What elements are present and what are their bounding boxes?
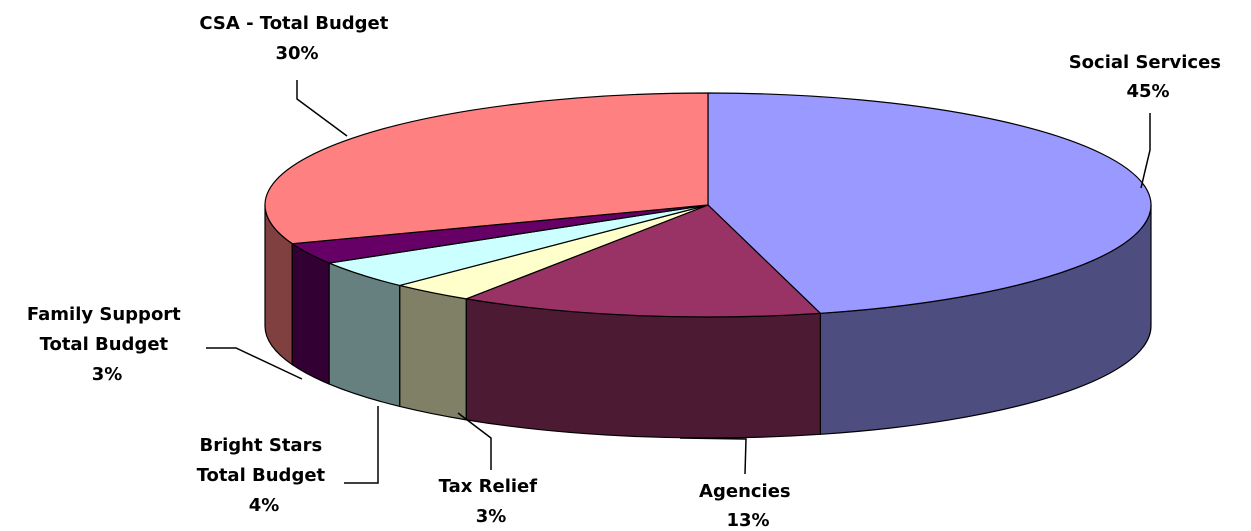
- label-csa: CSA - Total Budget 30%: [199, 13, 394, 64]
- leader-bright-stars: [344, 406, 379, 484]
- side-wall-agencies: [465, 298, 821, 439]
- pie-top-faces: [264, 92, 1152, 318]
- leader-lines: [206, 80, 1151, 484]
- slice-agencies: [465, 204, 821, 318]
- label-agencies: Agencies 13%: [699, 481, 797, 531]
- label-bright-stars: Bright Stars Total Budget 4%: [197, 435, 332, 516]
- leader-family-support: [206, 347, 303, 380]
- label-social-services: Social Services 45%: [1069, 52, 1228, 102]
- label-family-support: Family Support Total Budget 3%: [27, 304, 187, 385]
- pie-side-walls: [264, 204, 1152, 439]
- slice-csa-total-budget: [264, 92, 709, 245]
- label-tax-relief: Tax Relief 3%: [439, 476, 544, 527]
- side-wall-bright-stars-total-budget: [328, 262, 401, 408]
- side-wall-family-support-total-budget: [291, 243, 330, 385]
- side-wall-tax-relief: [399, 284, 467, 421]
- leader-social-services: [1140, 113, 1151, 189]
- slice-social-services: [707, 92, 1152, 314]
- leader-csa: [296, 80, 348, 137]
- leader-agencies: [679, 437, 747, 475]
- leader-tax-relief: [457, 412, 492, 470]
